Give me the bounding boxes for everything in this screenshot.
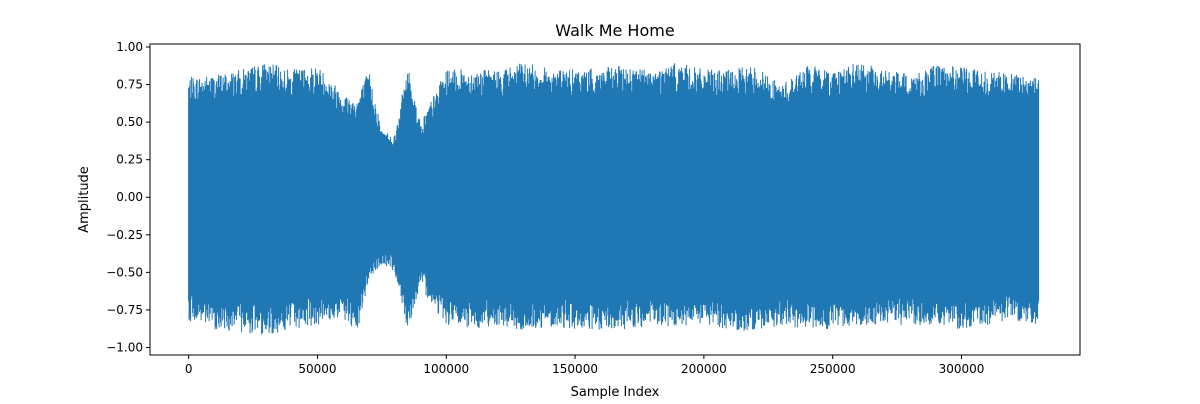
y-tick-label: −0.25 bbox=[106, 228, 143, 242]
axes-frame bbox=[149, 43, 1081, 356]
y-tick-label: −0.50 bbox=[106, 265, 143, 279]
x-tick-label: 0 bbox=[185, 362, 193, 376]
x-axis-ticks: 0 50000 100000 150000 200000 250000 300000 bbox=[185, 355, 985, 376]
plot-area bbox=[188, 63, 1040, 335]
y-tick-label: 1.00 bbox=[116, 40, 143, 54]
x-tick-label: 300000 bbox=[939, 362, 985, 376]
x-tick-label: 250000 bbox=[810, 362, 856, 376]
y-tick-label: 0.00 bbox=[116, 190, 143, 204]
y-tick-label: −0.75 bbox=[106, 303, 143, 317]
waveform-line bbox=[188, 63, 1040, 335]
y-axis-label: Amplitude bbox=[77, 166, 92, 233]
y-tick-label: 0.75 bbox=[116, 78, 143, 92]
y-tick-label: 0.50 bbox=[116, 115, 143, 129]
x-tick-label: 150000 bbox=[552, 362, 598, 376]
y-tick-label: −1.00 bbox=[106, 340, 143, 354]
x-tick-label: 50000 bbox=[298, 362, 336, 376]
x-tick-label: 100000 bbox=[423, 362, 469, 376]
y-tick-label: 0.25 bbox=[116, 153, 143, 167]
y-axis-ticks: −1.00 −0.75 −0.50 −0.25 0.00 0.25 0.50 0.75 1.00 bbox=[106, 40, 150, 354]
chart-title: Walk Me Home bbox=[555, 21, 674, 40]
x-tick-label: 200000 bbox=[681, 362, 727, 376]
x-axis-label: Sample Index bbox=[571, 385, 660, 400]
